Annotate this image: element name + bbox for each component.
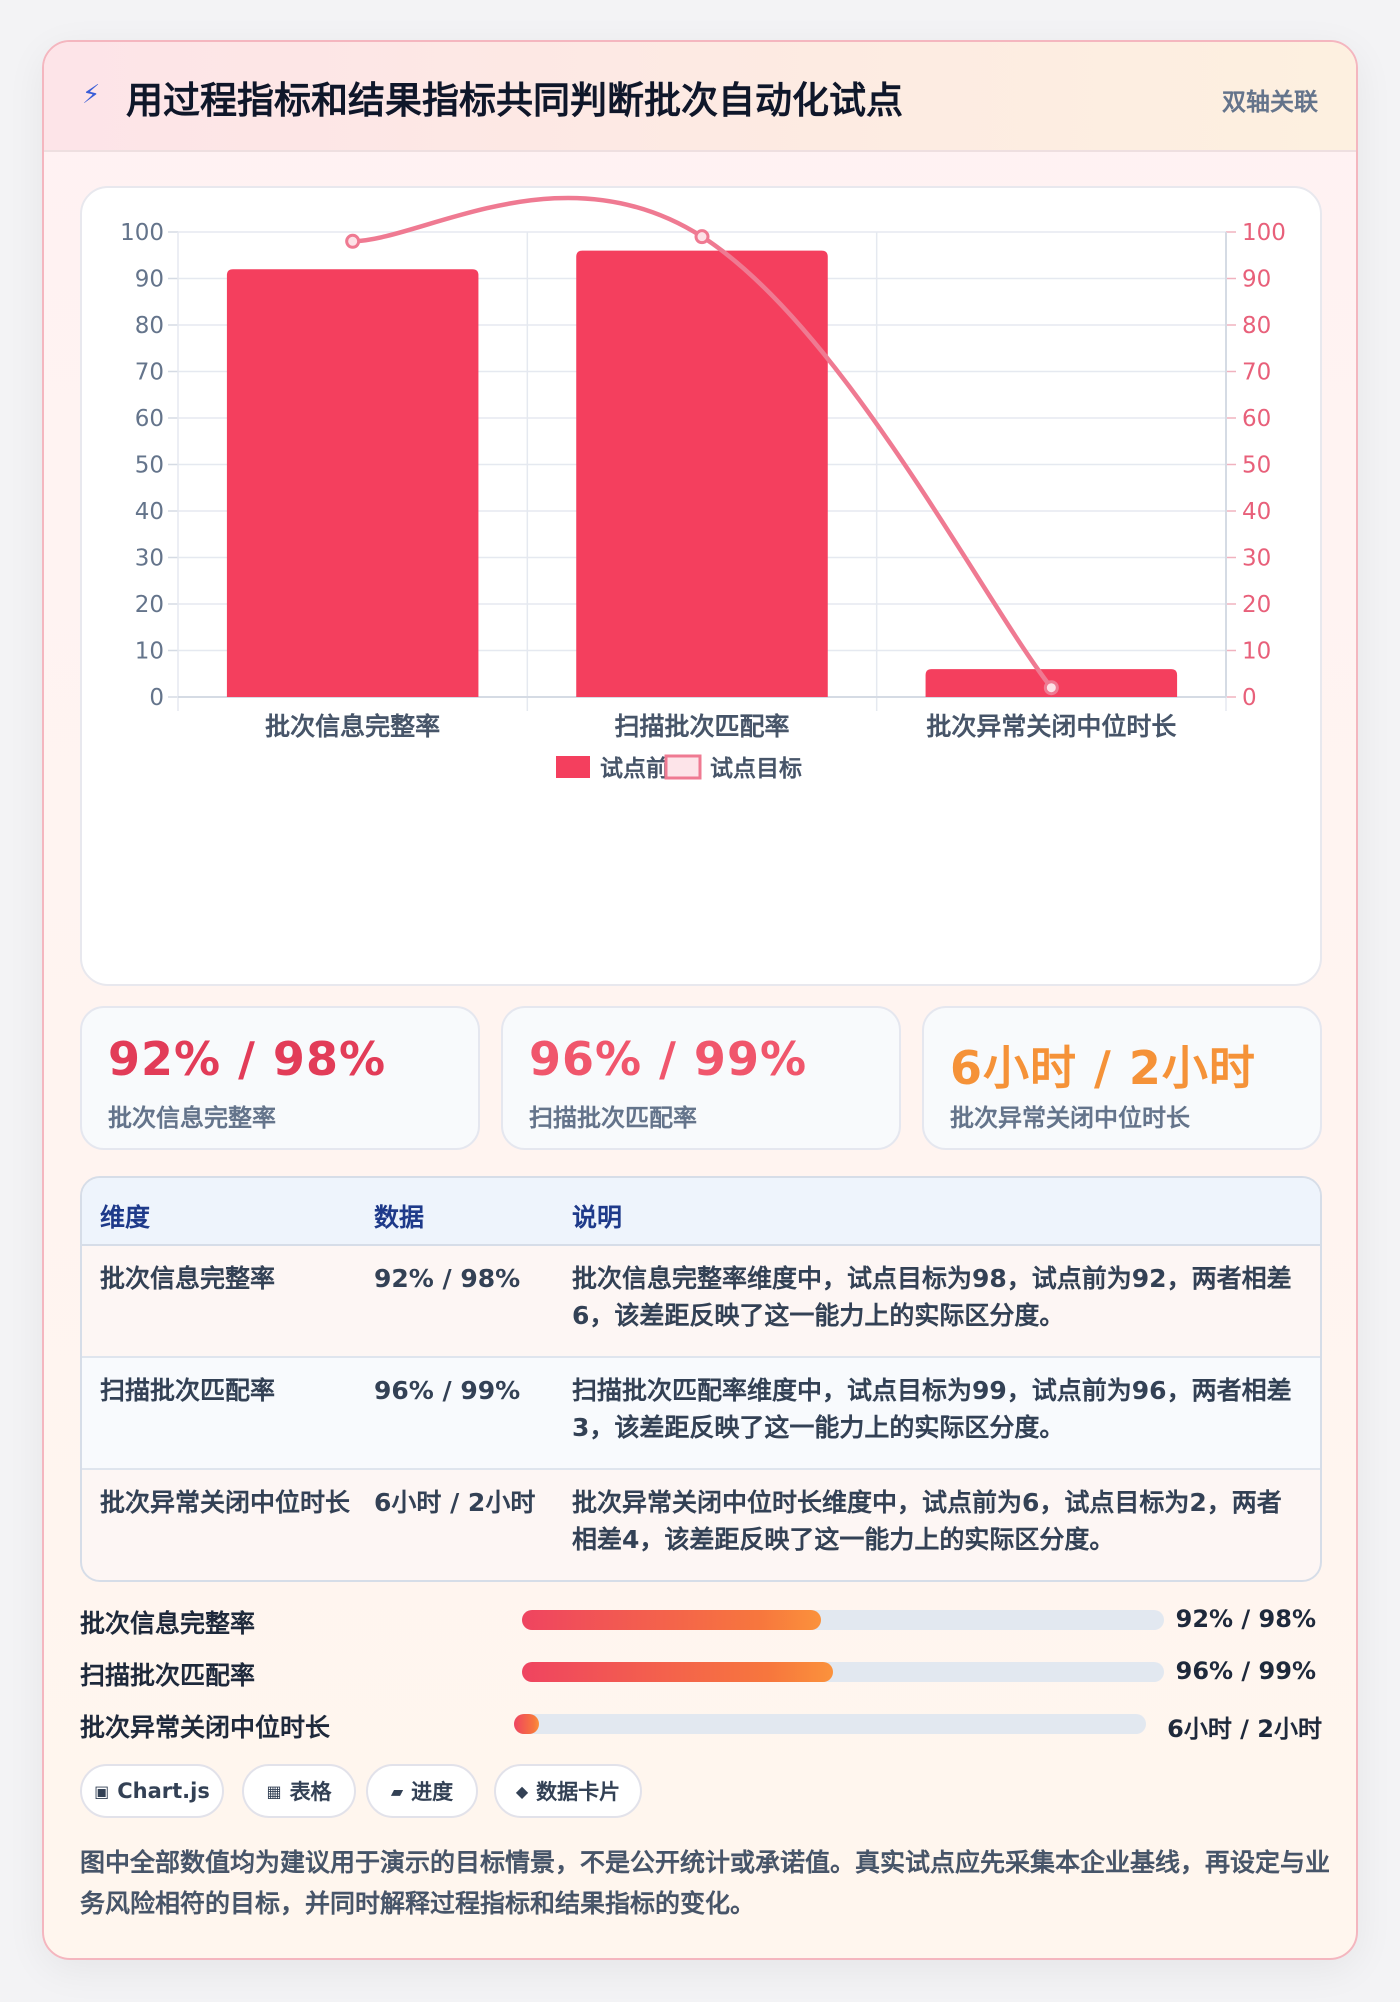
x-tick-label: 批次异常关闭中位时长 bbox=[926, 712, 1177, 741]
progress-fill bbox=[522, 1662, 834, 1682]
y2-tick-label: 30 bbox=[1242, 546, 1271, 572]
main-card: ⚡ 用过程指标和结果指标共同判断批次自动化试点 双轴关联 0 0 10 10 20 20 3… bbox=[42, 40, 1358, 1960]
x-tick-label: 扫描批次匹配率 bbox=[614, 712, 789, 741]
y2-tick-label: 80 bbox=[1242, 313, 1271, 339]
cell-description: 批次信息完整率维度中，试点目标为98，试点前为92，两者相差6，该差距反映了这一… bbox=[572, 1264, 1292, 1330]
bar-2 bbox=[576, 250, 828, 697]
y2-tick-label: 0 bbox=[1242, 685, 1257, 711]
chip-chartjs[interactable]: ▣ Chart.js bbox=[80, 1764, 224, 1818]
chip-label: 数据卡片 bbox=[536, 1780, 621, 1804]
footnote: 图中全部数值均为建议用于演示的目标情景，不是公开统计或承诺值。真实试点应先采集本… bbox=[80, 1848, 1331, 1918]
column-header-data: 数据 bbox=[374, 1203, 425, 1232]
stat-label: 批次异常关闭中位时长 bbox=[950, 1104, 1190, 1132]
target-point-2 bbox=[694, 229, 710, 245]
target-line bbox=[352, 195, 1054, 690]
combo-chart: 0 0 10 10 20 20 30 30 40 40 50 50 60 60 70 70 80 80 90 90 10… bbox=[120, 195, 1286, 782]
progress-fill bbox=[522, 1610, 821, 1630]
cell-data: 92% / 98% bbox=[374, 1264, 521, 1293]
chip-table[interactable]: ▦ 表格 bbox=[242, 1764, 356, 1818]
target-point-1 bbox=[345, 233, 361, 249]
cell-dimension: 批次信息完整率 bbox=[100, 1264, 276, 1293]
y-tick-label: 30 bbox=[135, 546, 164, 572]
card-header: ⚡ 用过程指标和结果指标共同判断批次自动化试点 双轴关联 bbox=[44, 42, 1356, 152]
table-icon: ▦ bbox=[266, 1781, 282, 1801]
stat-value: 96% / 99% bbox=[529, 1032, 808, 1086]
progress-fill bbox=[514, 1714, 540, 1734]
page-title: 用过程指标和结果指标共同判断批次自动化试点 bbox=[126, 79, 903, 122]
y-tick-label: 50 bbox=[135, 453, 164, 479]
y2-tick-label: 50 bbox=[1242, 453, 1271, 479]
column-header-description: 说明 bbox=[572, 1203, 623, 1232]
y2-tick-label: 40 bbox=[1242, 499, 1271, 525]
cell-description: 批次异常关闭中位时长维度中，试点前为6，试点目标为2，两者相差4，该差距反映了这… bbox=[572, 1488, 1282, 1554]
cell-description: 扫描批次匹配率维度中，试点目标为99，试点前为96，两者相差3，该差距反映了这一… bbox=[572, 1376, 1292, 1442]
progress-label: 批次异常关闭中位时长 bbox=[80, 1713, 331, 1742]
column-header-dimension: 维度 bbox=[100, 1203, 151, 1232]
table-row: 批次信息完整率 92% / 98% 批次信息完整率维度中，试点目标为98，试点前… bbox=[82, 1246, 1320, 1358]
y2-tick-label: 60 bbox=[1242, 406, 1271, 432]
x-tick-label: 批次信息完整率 bbox=[265, 712, 440, 741]
legend-label-line: 试点目标 bbox=[710, 756, 802, 782]
stat-card-1: 92% / 98% 批次信息完整率 bbox=[80, 1006, 480, 1150]
y-tick-label: 70 bbox=[135, 360, 164, 386]
stat-value: 6小时 / 2小时 bbox=[950, 1041, 1256, 1095]
table-row: 扫描批次匹配率 96% / 99% 扫描批次匹配率维度中，试点目标为99，试点前… bbox=[82, 1358, 1320, 1470]
chip-label: 进度 bbox=[411, 1780, 454, 1804]
data-table: 维度 数据 说明 批次信息完整率 92% / 98% 批次信息完整率维度中，试点… bbox=[80, 1176, 1322, 1582]
y2-tick-label: 70 bbox=[1242, 360, 1271, 386]
progress-label: 批次信息完整率 bbox=[80, 1609, 256, 1638]
y2-tick-label: 10 bbox=[1242, 639, 1271, 665]
y-tick-label: 90 bbox=[135, 267, 164, 293]
progress-value: 96% / 99% bbox=[1175, 1657, 1316, 1685]
progress-track bbox=[514, 1714, 1146, 1734]
chart-panel: 0 0 10 10 20 20 30 30 40 40 50 50 60 60 70 70 80 80 90 90 10… bbox=[80, 186, 1322, 986]
chip-label: Chart.js bbox=[117, 1779, 210, 1803]
chip-progress[interactable]: ▰ 进度 bbox=[366, 1764, 478, 1818]
legend-label-bar: 试点前 bbox=[600, 755, 669, 782]
target-point-3 bbox=[1043, 680, 1059, 696]
legend-swatch-bar bbox=[556, 756, 590, 778]
cell-data: 6小时 / 2小时 bbox=[374, 1488, 536, 1517]
legend-swatch-line bbox=[664, 754, 702, 780]
table-row: 批次异常关闭中位时长 6小时 / 2小时 批次异常关闭中位时长维度中，试点前为6… bbox=[82, 1470, 1320, 1580]
stat-card-3: 6小时 / 2小时 批次异常关闭中位时长 bbox=[922, 1006, 1322, 1150]
progress-value: 92% / 98% bbox=[1175, 1605, 1316, 1633]
table-header: 维度 数据 说明 bbox=[82, 1178, 1320, 1246]
y-tick-label: 10 bbox=[135, 639, 164, 665]
progress-track bbox=[522, 1610, 1164, 1630]
progress-label: 扫描批次匹配率 bbox=[80, 1661, 256, 1690]
progress-value: 6小时 / 2小时 bbox=[1167, 1715, 1322, 1743]
stat-label: 批次信息完整率 bbox=[108, 1104, 276, 1132]
progress-icon: ▰ bbox=[390, 1781, 404, 1801]
progress-track bbox=[522, 1662, 1164, 1682]
y2-tick-label: 100 bbox=[1242, 220, 1286, 246]
header-tag: 双轴关联 bbox=[1222, 88, 1318, 116]
cell-dimension: 扫描批次匹配率 bbox=[100, 1376, 276, 1405]
cell-dimension: 批次异常关闭中位时长 bbox=[100, 1488, 351, 1517]
y2-tick-label: 20 bbox=[1242, 592, 1271, 618]
y-tick-label: 100 bbox=[120, 220, 164, 246]
y-tick-label: 40 bbox=[135, 499, 164, 525]
y-tick-label: 20 bbox=[135, 592, 164, 618]
stat-value: 92% / 98% bbox=[108, 1032, 387, 1086]
y-tick-label: 80 bbox=[135, 313, 164, 339]
chart-icon: ▣ bbox=[94, 1781, 110, 1801]
y-tick-label: 60 bbox=[135, 406, 164, 432]
bar-1 bbox=[226, 269, 479, 697]
cell-data: 96% / 99% bbox=[374, 1376, 521, 1405]
stat-card-2: 96% / 99% 扫描批次匹配率 bbox=[501, 1006, 901, 1150]
y-tick-label: 0 bbox=[149, 685, 164, 711]
stat-label: 扫描批次匹配率 bbox=[529, 1104, 697, 1132]
chip-label: 表格 bbox=[289, 1780, 332, 1804]
diamond-icon: ◆ bbox=[515, 1781, 529, 1801]
y2-tick-label: 90 bbox=[1242, 267, 1271, 293]
lightning-icon: ⚡ bbox=[82, 80, 101, 110]
chip-data-cards[interactable]: ◆ 数据卡片 bbox=[494, 1764, 642, 1818]
